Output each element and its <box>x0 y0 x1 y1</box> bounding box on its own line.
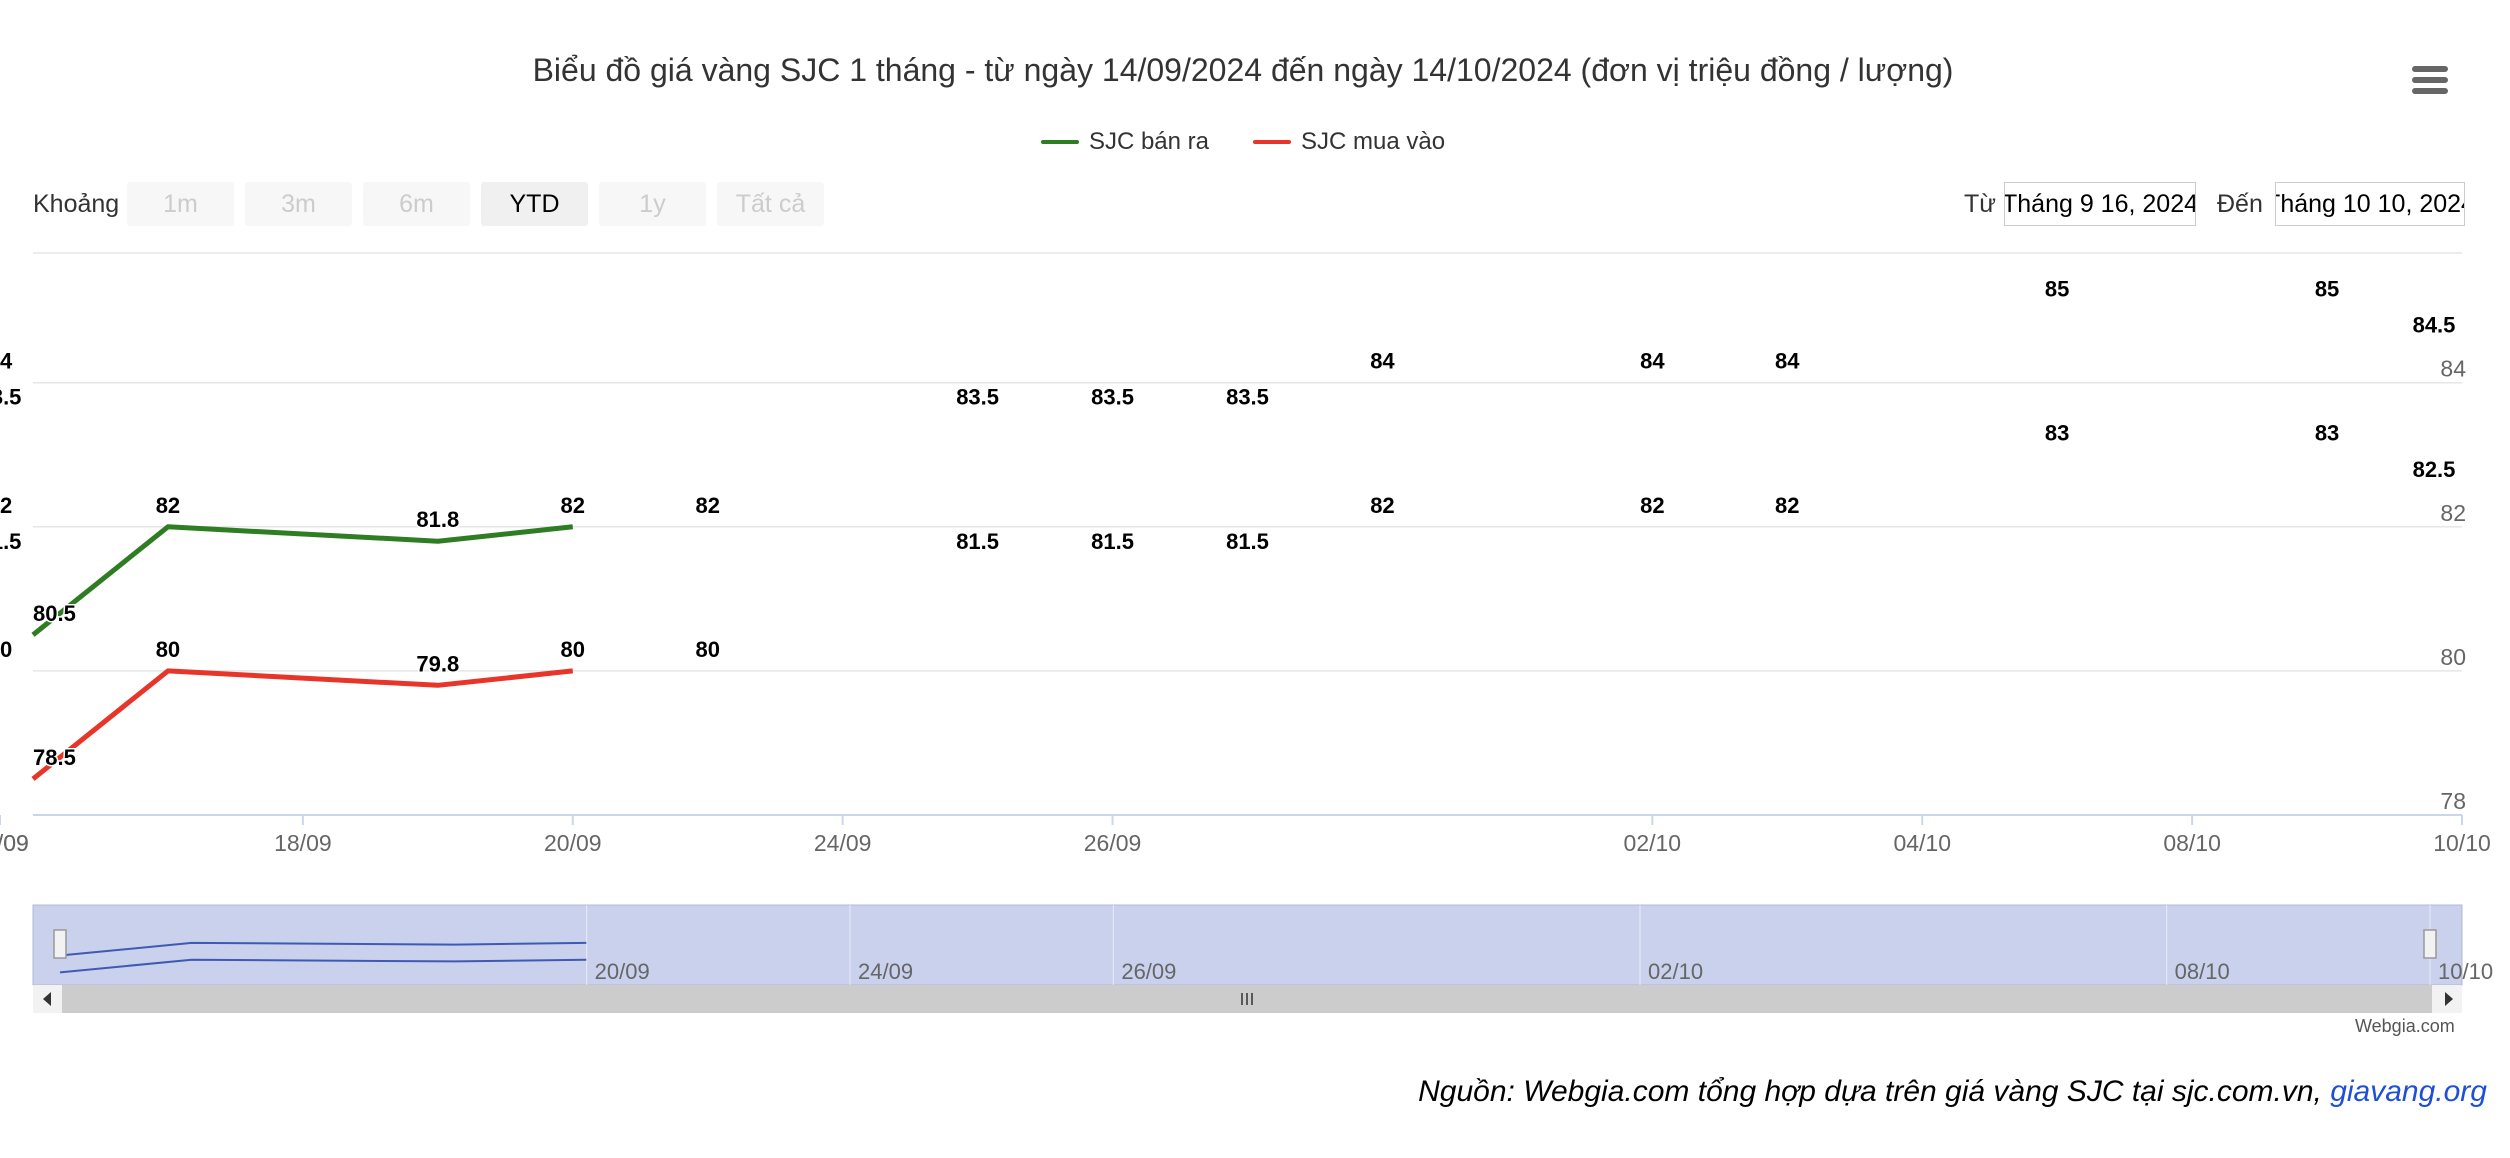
date-from-label: Từ <box>1964 190 1997 218</box>
y-tick-label: 80 <box>2440 644 2466 670</box>
data-label: 82 <box>695 493 719 518</box>
navigator-label: 08/10 <box>2175 959 2230 984</box>
data-label: 84.5 <box>2413 313 2456 338</box>
data-label: 81.5 <box>1091 529 1134 554</box>
data-label: 80.5 <box>33 601 76 626</box>
range-button-1m[interactable]: 1m <box>127 182 234 226</box>
x-tick-label: 24/09 <box>814 830 872 856</box>
legend-label: SJC mua vào <box>1301 128 1446 155</box>
data-label: 82 <box>1640 493 1664 518</box>
data-label: 80 <box>561 637 585 662</box>
navigator-label: 20/09 <box>595 959 650 984</box>
x-tick-label: 02/10 <box>1624 830 1682 856</box>
data-label: 82 <box>0 493 12 518</box>
data-label: 83.5 <box>956 385 999 410</box>
range-button-3m[interactable]: 3m <box>245 182 352 226</box>
scroll-left-arrow-icon[interactable] <box>43 992 51 1006</box>
y-tick-label: 84 <box>2440 356 2466 382</box>
x-tick-label: 04/10 <box>1893 830 1951 856</box>
legend-line-icon <box>1040 140 1079 144</box>
data-label: 78.5 <box>33 745 76 770</box>
range-selector-label: Khoảng <box>33 190 120 218</box>
legend-line-icon <box>1253 140 1291 144</box>
data-label: 82.5 <box>2413 457 2456 482</box>
data-label: 80 <box>156 637 180 662</box>
data-label: 81.8 <box>416 507 459 532</box>
navigator-label: 24/09 <box>858 959 913 984</box>
x-tick-label: 26/09 <box>1084 830 1142 856</box>
data-label: 83.5 <box>0 385 21 410</box>
data-label: 79.8 <box>416 651 459 676</box>
data-label: 80 <box>695 637 719 662</box>
y-tick-label: 82 <box>2440 500 2466 526</box>
data-label: 84 <box>1640 349 1665 374</box>
y-tick-label: 78 <box>2440 788 2466 814</box>
data-label: 82 <box>1370 493 1394 518</box>
chart-legend: SJC bán ra SJC mua vào <box>0 128 2486 156</box>
x-tick-label: 29/09 <box>0 830 29 856</box>
x-tick-label: 10/10 <box>2433 830 2491 856</box>
series-line-sell[interactable] <box>31 524 574 637</box>
data-label: 81.5 <box>1226 529 1269 554</box>
range-button-6m[interactable]: 6m <box>363 182 470 226</box>
navigator-label: 10/10 <box>2438 959 2493 984</box>
data-label: 80 <box>0 637 12 662</box>
navigator-series-line <box>59 958 587 974</box>
data-label: 84 <box>1775 349 1800 374</box>
data-label: 83.5 <box>1091 385 1134 410</box>
data-label: 83.5 <box>1226 385 1269 410</box>
range-button-ytd[interactable]: YTD <box>481 182 588 226</box>
data-label: 81.5 <box>0 529 21 554</box>
source-text: Nguồn: Webgia.com tổng hợp dựa trên giá … <box>1418 1075 2331 1108</box>
credits-link[interactable]: Webgia.com <box>2355 1016 2455 1036</box>
date-to-input[interactable]: Tháng 10 10, 2024 <box>2275 182 2465 226</box>
legend-item-buy[interactable]: SJC mua vào <box>1253 128 1445 156</box>
chart-title: Biểu đồ giá vàng SJC 1 tháng - từ ngày 1… <box>532 52 1954 88</box>
x-tick-label: 20/09 <box>544 830 602 856</box>
data-label: 82 <box>0 493 12 518</box>
data-label: 82 <box>156 493 180 518</box>
range-button-all[interactable]: Tất cả <box>717 182 824 226</box>
source-note: Nguồn: Webgia.com tổng hợp dựa trên giá … <box>1418 1075 2487 1109</box>
navigator-series-line <box>59 941 587 957</box>
x-tick-label: 22/09 <box>0 830 29 856</box>
date-from-input[interactable]: Tháng 9 16, 2024 <box>2004 182 2196 226</box>
data-label: 85 <box>2315 277 2339 302</box>
source-link[interactable]: giavang.org <box>2330 1075 2487 1108</box>
date-to-label: Đến <box>2217 190 2263 218</box>
scroll-right-arrow-icon[interactable] <box>2445 992 2453 1006</box>
navigator-handle[interactable] <box>2423 929 2437 959</box>
legend-label: SJC bán ra <box>1088 128 1209 155</box>
x-tick-label: 08/10 <box>2163 830 2221 856</box>
x-tick-label: 18/09 <box>274 830 332 856</box>
legend-item-sell[interactable]: SJC bán ra <box>1040 128 1209 156</box>
data-label: 83 <box>2315 421 2339 446</box>
data-label: 84 <box>1370 349 1395 374</box>
data-label: 81.5 <box>956 529 999 554</box>
data-label: 82 <box>1775 493 1799 518</box>
series-line-buy[interactable] <box>31 668 574 781</box>
range-selector-buttons: 1m 3m 6m YTD 1y Tất cả <box>127 182 824 226</box>
navigator-handle[interactable] <box>53 929 67 959</box>
data-label: 84 <box>0 349 13 374</box>
data-label: 83 <box>2045 421 2069 446</box>
data-label: 82 <box>561 493 585 518</box>
navigator-label: 02/10 <box>1648 959 1703 984</box>
data-label: 85 <box>2045 277 2069 302</box>
navigator-label: 26/09 <box>1121 959 1176 984</box>
range-button-1y[interactable]: 1y <box>599 182 706 226</box>
hamburger-menu-icon[interactable] <box>2412 66 2448 96</box>
